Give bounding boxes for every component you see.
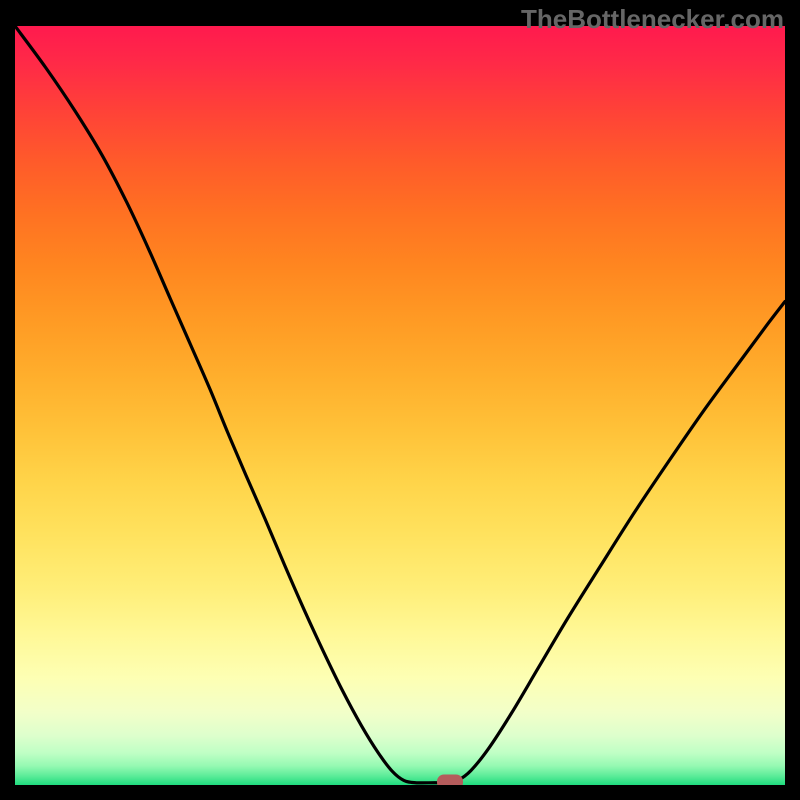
watermark-text: TheBottlenecker.com — [521, 4, 784, 35]
chart-frame: TheBottlenecker.com — [0, 0, 800, 800]
marker-icon — [437, 774, 463, 785]
optimal-point-marker — [437, 774, 463, 785]
bottleneck-curve — [15, 26, 785, 785]
plot-area — [15, 26, 785, 785]
